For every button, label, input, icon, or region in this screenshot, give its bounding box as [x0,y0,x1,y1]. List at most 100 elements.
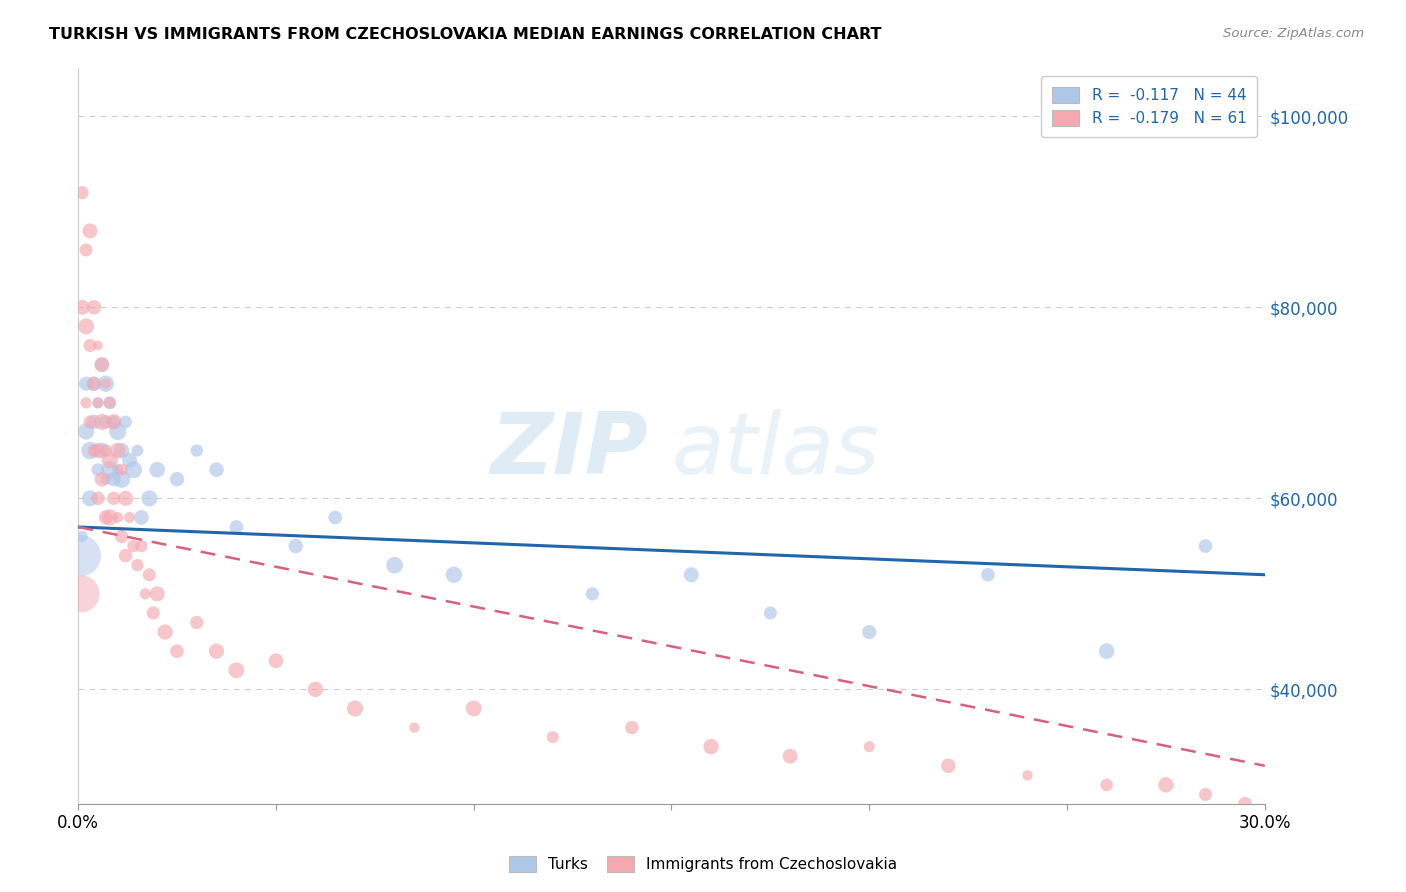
Point [75,319,97,334]
Point [1017,768,1039,782]
Point [759,606,782,620]
Point [75,243,97,257]
Point [79,338,101,352]
Point [75,425,97,439]
Legend: R =  -0.117   N = 44, R =  -0.179   N = 61: R = -0.117 N = 44, R = -0.179 N = 61 [1042,76,1257,137]
Point [87,338,110,352]
Point [681,567,703,582]
Point [225,520,247,534]
Point [131,539,153,553]
Point [94,443,117,458]
Point [1095,778,1118,792]
Point [103,491,125,506]
Point [90,415,112,429]
Point [111,463,134,477]
Point [90,443,112,458]
Point [186,615,208,630]
Point [79,443,101,458]
Point [94,415,117,429]
Point [114,415,136,429]
Point [344,701,367,715]
Point [90,358,112,372]
Point [107,443,129,458]
Point [79,415,101,429]
Point [87,396,110,410]
Point [90,358,112,372]
Point [118,453,141,467]
Point [75,376,97,391]
Point [205,463,228,477]
Legend: Turks, Immigrants from Czechoslovakia: Turks, Immigrants from Czechoslovakia [501,848,905,880]
Point [153,625,176,640]
Point [79,491,101,506]
Point [1194,539,1216,553]
Point [94,376,117,391]
Point [75,396,97,410]
Point [779,749,801,764]
Point [977,567,1000,582]
Point [166,644,188,658]
Point [94,510,117,524]
Point [1154,778,1177,792]
Point [87,463,110,477]
Point [87,443,110,458]
Point [70,587,93,601]
Point [98,396,121,410]
Point [111,443,134,458]
Point [98,463,121,477]
Point [83,376,105,391]
Point [103,415,125,429]
Point [90,472,112,486]
Point [103,472,125,486]
Point [107,425,129,439]
Point [620,721,643,735]
Point [111,530,134,544]
Point [581,587,603,601]
Point [107,510,129,524]
Point [166,472,188,486]
Point [323,510,346,524]
Text: Source: ZipAtlas.com: Source: ZipAtlas.com [1223,27,1364,40]
Point [134,587,156,601]
Point [103,415,125,429]
Point [107,463,129,477]
Point [463,701,485,715]
Point [146,463,169,477]
Point [404,721,426,735]
Point [94,472,117,486]
Point [87,396,110,410]
Point [98,396,121,410]
Point [541,730,564,744]
Point [94,376,117,391]
Point [384,558,406,573]
Point [79,224,101,238]
Point [122,539,145,553]
Point [87,491,110,506]
Point [70,301,93,315]
Point [284,539,307,553]
Point [83,415,105,429]
Point [122,463,145,477]
Point [858,625,880,640]
Point [1194,788,1216,802]
Point [127,558,149,573]
Point [111,472,134,486]
Text: ZIP: ZIP [491,409,648,492]
Point [69,549,91,563]
Text: atlas: atlas [672,409,880,492]
Point [1234,797,1257,811]
Point [142,606,165,620]
Text: TURKISH VS IMMIGRANTS FROM CZECHOSLOVAKIA MEDIAN EARNINGS CORRELATION CHART: TURKISH VS IMMIGRANTS FROM CZECHOSLOVAKI… [49,27,882,42]
Point [1095,644,1118,658]
Point [264,654,287,668]
Point [225,663,247,677]
Point [70,186,93,200]
Point [131,510,153,524]
Point [138,491,160,506]
Point [98,453,121,467]
Point [114,549,136,563]
Point [114,491,136,506]
Point [83,376,105,391]
Point [70,530,93,544]
Point [98,510,121,524]
